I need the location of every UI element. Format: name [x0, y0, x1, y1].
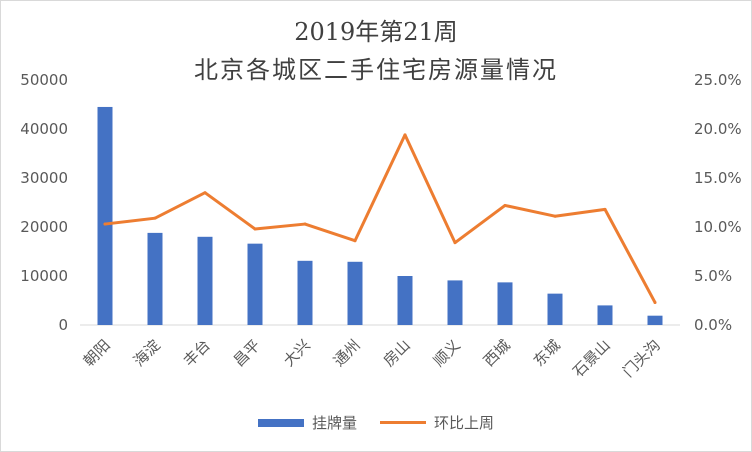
x-tick-label: 通州: [330, 336, 364, 370]
y-left-tick-label: 0: [58, 316, 68, 334]
chart-subtitle: 北京各城区二手住宅房源量情况: [194, 56, 558, 84]
y-left-tick-label: 20000: [20, 218, 68, 236]
line-point: [453, 241, 457, 245]
bar: [647, 315, 663, 325]
x-tick-label: 东城: [530, 336, 564, 370]
chart-title: 2019年第21周: [294, 18, 458, 46]
line-point: [553, 214, 557, 218]
legend-line-swatch: [380, 421, 426, 424]
legend-label-bar: 挂牌量: [312, 414, 358, 432]
legend-label-line: 环比上周: [434, 414, 495, 432]
bar: [297, 260, 313, 325]
y-left-tick-label: 40000: [20, 120, 68, 138]
y-right-tick-label: 15.0%: [694, 169, 742, 187]
x-tick-label: 朝阳: [80, 336, 114, 370]
legend-item-bar: 挂牌量: [258, 412, 357, 433]
legend: 挂牌量 环比上周: [0, 412, 752, 434]
line-point: [653, 300, 657, 304]
y-right-tick-label: 20.0%: [694, 120, 742, 138]
x-tick-label: 石景山: [569, 336, 614, 381]
line-point: [153, 216, 157, 220]
bar: [197, 236, 213, 325]
x-tick-label: 西城: [480, 336, 514, 370]
line-point: [603, 207, 607, 211]
legend-item-line: 环比上周: [380, 412, 494, 433]
bar: [397, 276, 413, 325]
x-tick-label: 昌平: [230, 336, 264, 370]
line-point: [303, 222, 307, 226]
y-right-tick-label: 25.0%: [694, 71, 742, 89]
line-point: [403, 133, 407, 137]
legend-bar-swatch: [258, 418, 304, 427]
bar: [447, 280, 463, 325]
bar: [97, 106, 113, 325]
bar: [597, 305, 613, 325]
series-line: [103, 133, 657, 304]
line-point: [203, 191, 207, 195]
y-left-tick-label: 50000: [20, 71, 68, 89]
y-right-tick-label: 10.0%: [694, 218, 742, 236]
line-point: [353, 239, 357, 243]
y-right-tick-label: 0.0%: [694, 316, 732, 334]
x-tick-label: 顺义: [430, 336, 464, 370]
line-point: [503, 203, 507, 207]
x-tick-label: 大兴: [280, 336, 314, 370]
y-right-tick-label: 5.0%: [694, 267, 732, 285]
x-tick-label: 门头沟: [619, 336, 664, 381]
y-left-tick-label: 10000: [20, 267, 68, 285]
line-point: [103, 222, 107, 226]
bar: [547, 293, 563, 325]
y-left-tick-label: 30000: [20, 169, 68, 187]
line-point: [253, 227, 257, 231]
bar: [347, 261, 363, 325]
bar: [147, 232, 163, 325]
bar: [247, 243, 263, 325]
x-tick-label: 丰台: [180, 336, 214, 370]
x-tick-label: 海淀: [130, 336, 164, 370]
x-tick-label: 房山: [380, 336, 414, 370]
bar: [497, 282, 513, 325]
